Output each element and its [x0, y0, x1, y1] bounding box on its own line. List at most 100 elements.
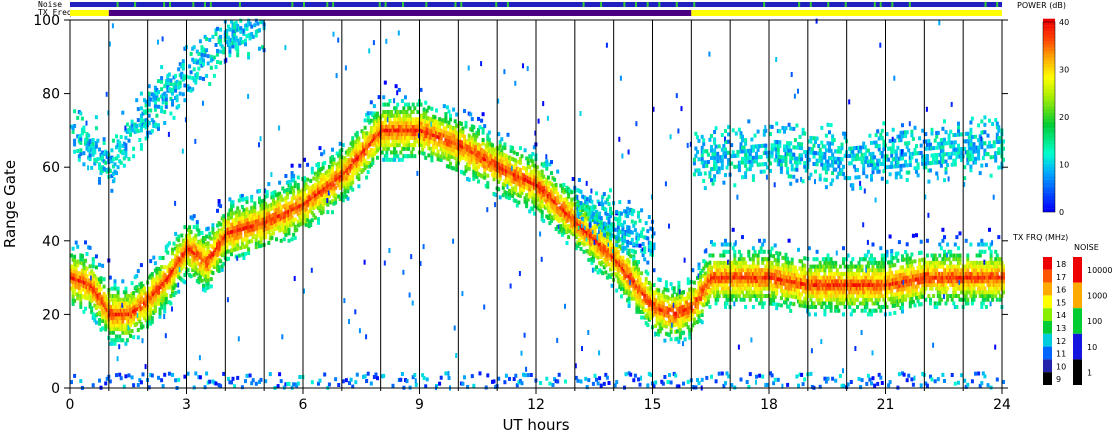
echo-point — [174, 73, 178, 78]
echo-point — [431, 151, 435, 156]
echo-point — [317, 217, 320, 222]
echo-point — [525, 171, 529, 176]
echo-point — [240, 385, 244, 390]
echo-point — [678, 302, 682, 307]
echo-point — [685, 322, 689, 327]
echo-point — [216, 234, 219, 239]
echo-point — [678, 331, 682, 336]
echo-point — [209, 251, 213, 256]
echo-point — [652, 305, 656, 309]
echo-point — [431, 122, 435, 127]
echo-point — [585, 204, 589, 209]
echo-point — [655, 287, 659, 292]
echo-point — [627, 296, 631, 301]
echo-point — [574, 227, 578, 232]
echo-point — [358, 149, 362, 154]
echo-point — [344, 169, 348, 173]
echo-point — [372, 126, 376, 131]
echo-point — [610, 243, 614, 248]
echo-point — [71, 294, 75, 299]
echo-point — [514, 184, 518, 189]
echo-point — [348, 158, 351, 163]
echo-point — [84, 277, 87, 282]
echo-point — [408, 124, 412, 129]
echo-point — [455, 167, 459, 172]
echo-point — [388, 124, 392, 129]
echo-point — [515, 192, 519, 197]
echo-point — [624, 259, 628, 264]
echo-point — [692, 310, 696, 314]
echo-point — [214, 65, 218, 70]
echo-point — [313, 193, 317, 198]
echo-point — [664, 181, 667, 187]
echo-point — [475, 152, 479, 157]
echo-point — [595, 224, 598, 229]
echo-point — [546, 175, 550, 180]
echo-point — [402, 117, 406, 122]
echo-point — [139, 322, 143, 326]
echo-point — [554, 227, 558, 231]
echo-point — [323, 372, 327, 377]
echo-point — [326, 177, 330, 181]
echo-point — [183, 280, 187, 285]
echo-point — [295, 383, 299, 388]
echo-point — [537, 177, 541, 182]
echo-point — [553, 177, 557, 182]
echo-point — [632, 223, 636, 228]
echo-point — [385, 150, 389, 155]
echo-point — [601, 228, 605, 233]
echo-point — [98, 147, 101, 152]
echo-point — [630, 230, 634, 235]
echo-point — [475, 130, 479, 135]
echo-point — [397, 157, 401, 162]
echo-point — [588, 237, 592, 242]
echo-point — [565, 211, 569, 216]
echo-point — [708, 290, 712, 295]
echo-point — [271, 191, 275, 195]
echo-point — [183, 98, 187, 103]
echo-point — [91, 312, 95, 317]
echo-point — [469, 149, 473, 154]
echo-point — [585, 200, 589, 205]
echo-point — [629, 254, 633, 259]
echo-point — [408, 113, 412, 118]
echo-point — [256, 233, 260, 238]
echo-point — [96, 304, 100, 309]
echo-point — [278, 202, 282, 207]
echo-point — [122, 301, 126, 306]
echo-point — [163, 287, 167, 292]
echo-point — [708, 275, 712, 280]
echo-point — [683, 257, 686, 263]
echo-point — [231, 200, 235, 205]
echo-point — [321, 198, 325, 203]
echo-point — [129, 297, 132, 302]
echo-point — [239, 231, 243, 236]
echo-point — [355, 130, 359, 135]
echo-point — [144, 110, 148, 115]
echo-point — [73, 258, 77, 263]
echo-point — [610, 283, 614, 288]
echo-point — [331, 166, 334, 171]
echo-point — [458, 128, 462, 133]
echo-point — [161, 296, 165, 301]
echo-point — [643, 250, 647, 254]
echo-point — [175, 273, 179, 278]
echo-point — [574, 209, 578, 214]
echo-point — [84, 240, 87, 245]
echo-point — [236, 239, 240, 244]
echo-point — [155, 270, 159, 275]
echo-point — [542, 185, 546, 190]
echo-point — [91, 297, 95, 302]
echo-point — [649, 282, 653, 287]
echo-point — [94, 159, 98, 164]
echo-point — [498, 165, 502, 170]
echo-point — [136, 118, 140, 123]
echo-point — [441, 118, 445, 123]
echo-point — [284, 45, 287, 51]
echo-point — [466, 143, 470, 148]
echo-point — [685, 300, 689, 304]
echo-point — [125, 323, 129, 328]
echo-point — [682, 330, 685, 335]
echo-point — [171, 306, 173, 312]
echo-point — [467, 166, 471, 171]
